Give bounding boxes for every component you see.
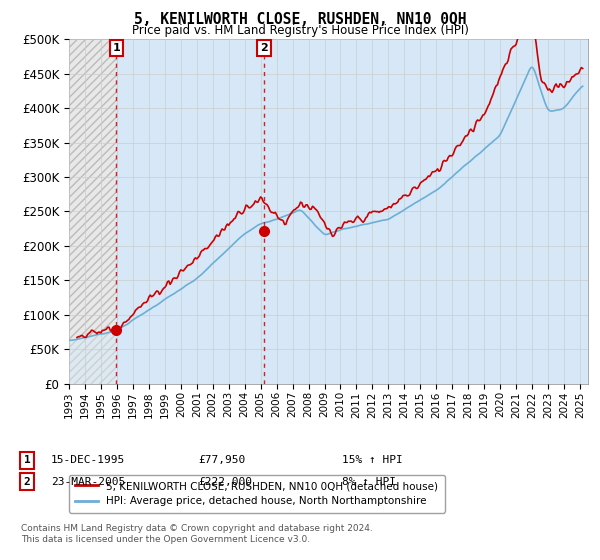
Text: 5, KENILWORTH CLOSE, RUSHDEN, NN10 0QH: 5, KENILWORTH CLOSE, RUSHDEN, NN10 0QH xyxy=(134,12,466,27)
Text: 1: 1 xyxy=(23,455,31,465)
Text: Contains HM Land Registry data © Crown copyright and database right 2024.: Contains HM Land Registry data © Crown c… xyxy=(21,524,373,533)
Text: 15-DEC-1995: 15-DEC-1995 xyxy=(51,455,125,465)
Text: Price paid vs. HM Land Registry's House Price Index (HPI): Price paid vs. HM Land Registry's House … xyxy=(131,24,469,36)
Bar xyxy=(69,39,116,384)
Text: 8% ↑ HPI: 8% ↑ HPI xyxy=(342,477,396,487)
Text: 1: 1 xyxy=(112,43,120,53)
Text: £77,950: £77,950 xyxy=(198,455,245,465)
Text: 2: 2 xyxy=(260,43,268,53)
Text: £222,000: £222,000 xyxy=(198,477,252,487)
Text: 2: 2 xyxy=(23,477,31,487)
Text: 23-MAR-2005: 23-MAR-2005 xyxy=(51,477,125,487)
Text: This data is licensed under the Open Government Licence v3.0.: This data is licensed under the Open Gov… xyxy=(21,535,310,544)
Text: 15% ↑ HPI: 15% ↑ HPI xyxy=(342,455,403,465)
Legend: 5, KENILWORTH CLOSE, RUSHDEN, NN10 0QH (detached house), HPI: Average price, det: 5, KENILWORTH CLOSE, RUSHDEN, NN10 0QH (… xyxy=(69,475,445,512)
